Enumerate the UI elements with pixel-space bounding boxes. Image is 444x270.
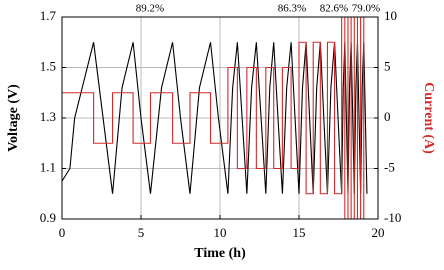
y-tick-label: 1.1: [40, 159, 56, 174]
y-tick-label: 1.5: [40, 58, 56, 73]
x-tick-label: 5: [138, 225, 145, 240]
y2-tick-label: -10: [384, 210, 401, 225]
y2-tick-label: 5: [384, 58, 391, 73]
x-tick-label: 10: [214, 225, 227, 240]
y2-tick-label: 0: [384, 109, 391, 124]
annotation: 89.2%: [136, 3, 164, 15]
y-tick-label: 1.3: [40, 109, 56, 124]
x-tick-label: 0: [59, 225, 66, 240]
x-tick-label: 15: [293, 225, 306, 240]
y2-axis-label: Current (A): [421, 82, 436, 154]
annotation: 86.3%: [278, 3, 306, 15]
y2-tick-label: 10: [384, 8, 397, 23]
annotation: 82.6%: [320, 3, 348, 15]
x-axis-label: Time (h): [194, 246, 246, 261]
annotation: 79.0%: [352, 3, 380, 15]
y-tick-label: 1.7: [40, 8, 57, 23]
series-line: [62, 16, 367, 220]
plot-frame: [61, 16, 379, 220]
y2-tick-label: -5: [384, 159, 395, 174]
x-tick-label: 20: [372, 225, 385, 240]
y-axis-label: Voltage (V): [6, 84, 21, 152]
y-tick-label: 0.9: [40, 210, 56, 225]
